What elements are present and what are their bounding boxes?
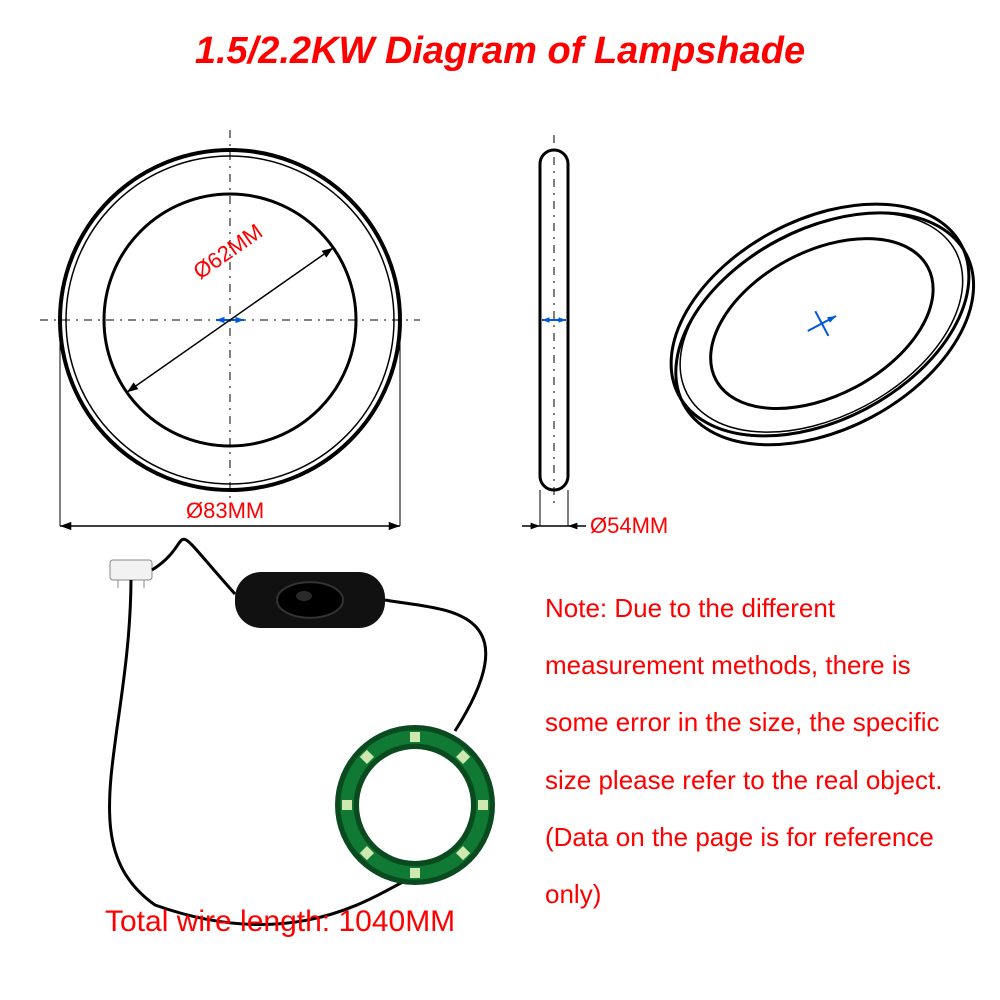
wire-segment-2 bbox=[385, 600, 486, 731]
wire-segment-1 bbox=[152, 539, 235, 594]
led-chip bbox=[410, 732, 420, 742]
note-text: Note: Due to the different measurement m… bbox=[545, 580, 965, 923]
led-chip bbox=[410, 868, 420, 878]
led-chip bbox=[342, 800, 352, 810]
wire-length-label: Total wire length: 1040MM bbox=[105, 905, 455, 939]
connector bbox=[110, 560, 152, 580]
diagram-page: 1.5/2.2KW Diagram of Lampshade Ø62MMØ83M… bbox=[0, 0, 1000, 1000]
led-chip bbox=[478, 800, 488, 810]
